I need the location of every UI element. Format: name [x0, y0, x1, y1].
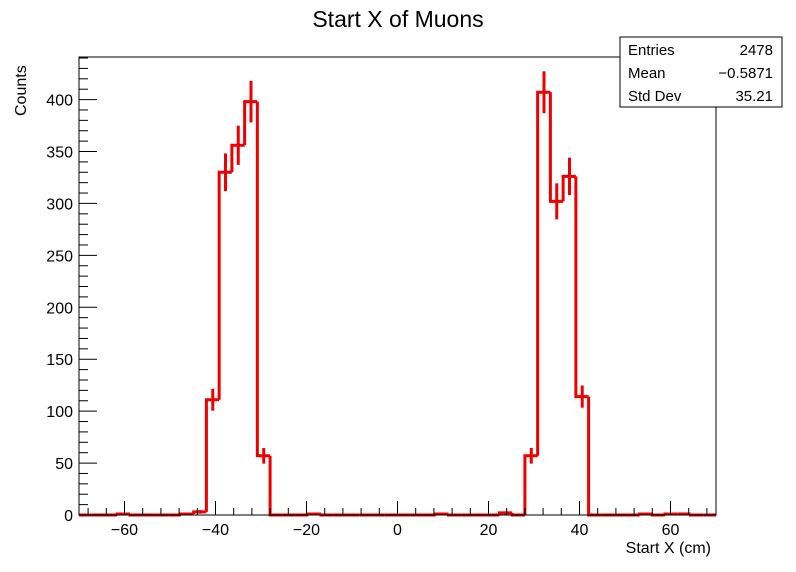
histogram-bin — [230, 143, 245, 173]
y-tick-label: 150 — [46, 352, 73, 369]
chart-title: Start X of Muons — [312, 6, 483, 32]
y-tick-label: 350 — [46, 145, 73, 162]
x-tick-label: 20 — [480, 522, 498, 539]
stats-entries-value: 2478 — [740, 42, 773, 59]
axes: −60 −40 −20 0 20 40 60 0 50 100 150 200 250 300 350 400 — [46, 57, 708, 539]
stats-stddev-value: 35.21 — [735, 88, 773, 105]
y-tick-label: 0 — [64, 508, 73, 525]
plot-area — [79, 71, 716, 517]
histogram-bin — [192, 510, 207, 514]
x-tick-label: 0 — [393, 522, 402, 539]
y-tick-label: 250 — [46, 248, 73, 265]
x-tick-label: −40 — [202, 522, 229, 539]
histogram-bin — [548, 92, 564, 203]
histogram-bin — [204, 398, 220, 512]
x-tick-label: −60 — [111, 522, 138, 539]
histogram-bin — [497, 511, 513, 515]
histogram-bin — [574, 176, 589, 399]
x-tick-label: 60 — [662, 522, 680, 539]
histogram-bin — [243, 100, 258, 146]
histogram-bin — [561, 174, 576, 202]
stats-box-frame — [619, 36, 783, 108]
histogram-bin — [217, 170, 232, 400]
y-axis-label: Counts — [13, 65, 30, 116]
plot-frame — [78, 56, 717, 516]
histogram-bin — [255, 101, 271, 458]
stats-entries-label: Entries — [628, 42, 675, 59]
stats-mean-value: −0.5871 — [718, 65, 773, 82]
y-tick-label: 100 — [46, 404, 73, 421]
histogram-bin — [268, 455, 283, 517]
y-tick-label: 400 — [46, 93, 73, 110]
histogram-bin — [587, 396, 602, 517]
y-tick-label: 50 — [55, 456, 73, 473]
histogram-bin — [536, 90, 551, 456]
stats-stddev-label: Std Dev — [628, 88, 682, 105]
stats-mean-label: Mean — [628, 65, 666, 82]
x-tick-label: 40 — [571, 522, 589, 539]
y-tick-label: 200 — [46, 300, 73, 317]
stats-box: Entries 2478 Mean −0.5871 Std Dev 35.21 — [619, 36, 783, 108]
y-tick-label: 300 — [46, 196, 73, 213]
x-tick-label: −20 — [293, 522, 320, 539]
x-axis-label: Start X (cm) — [626, 540, 711, 557]
histogram-bin — [523, 454, 538, 515]
